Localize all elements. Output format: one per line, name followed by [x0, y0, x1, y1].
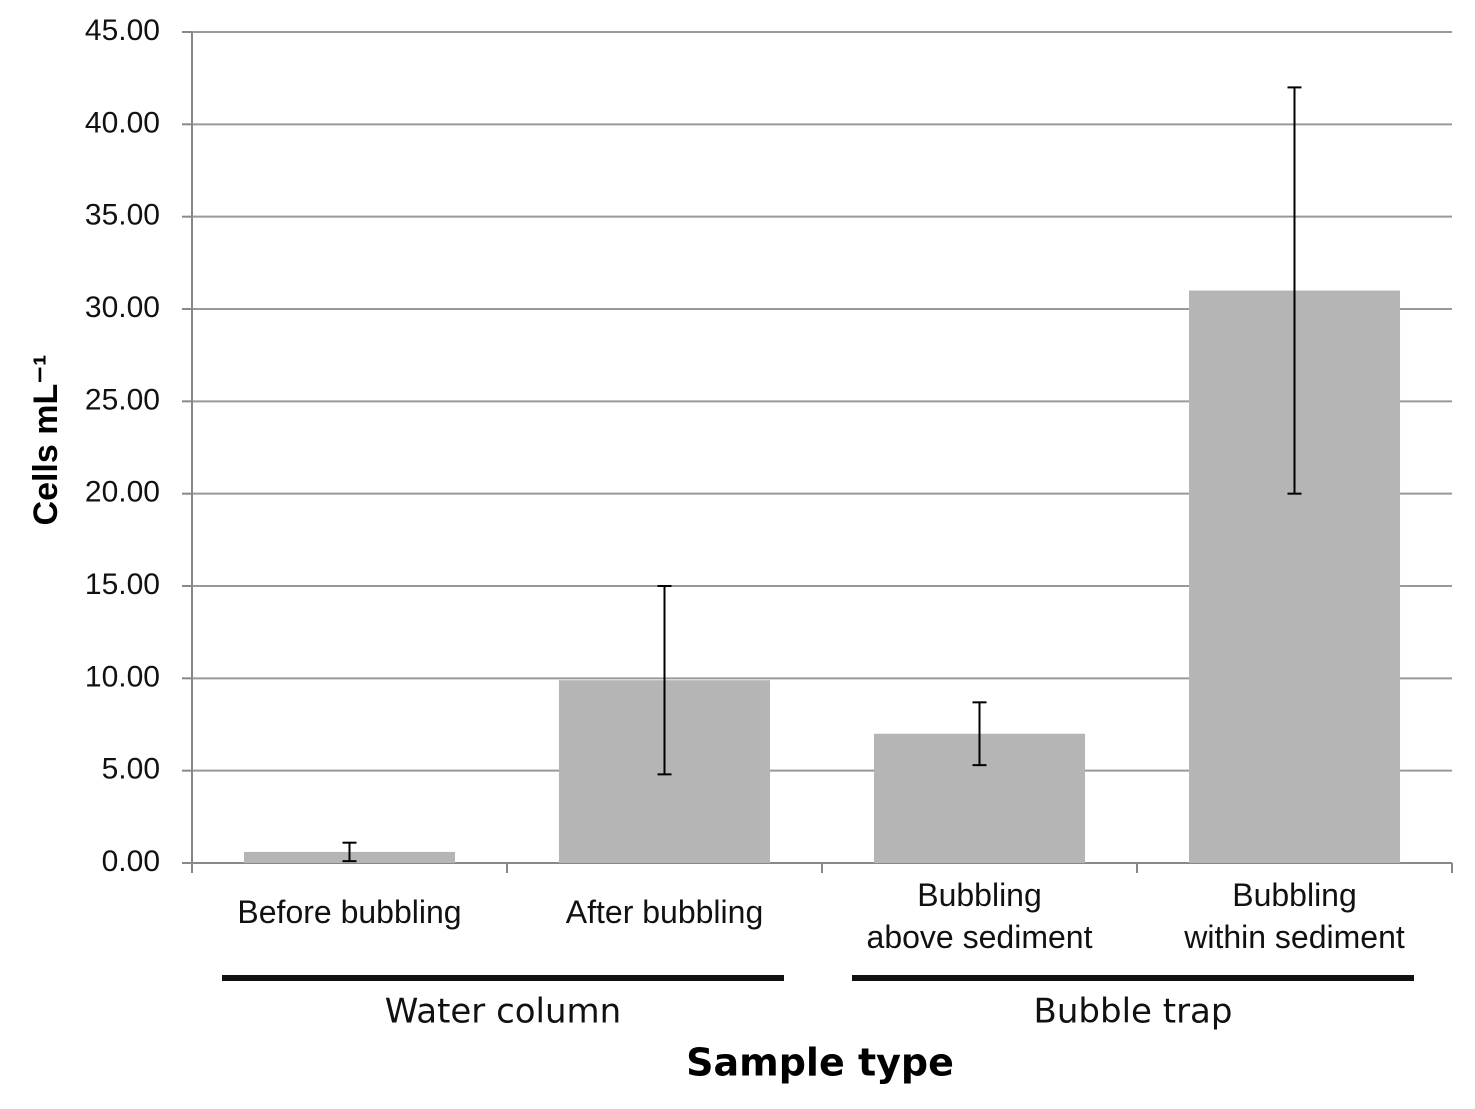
y-tick-label: 35.00 — [85, 199, 160, 232]
error-bar — [342, 841, 357, 863]
y-tick-label: 15.00 — [85, 568, 160, 601]
y-tick-label: 30.00 — [85, 291, 160, 324]
error-bar — [972, 701, 987, 767]
y-axis-title: Cells mL⁻¹ — [27, 355, 65, 526]
group-label: Water column — [385, 992, 621, 1032]
y-tick-label: 45.00 — [85, 14, 160, 47]
y-tick-label: 5.00 — [102, 753, 160, 786]
y-tick-label: 0.00 — [102, 845, 160, 878]
x-tick-label: Bubbling within sediment — [1184, 877, 1405, 955]
x-tick-label: After bubbling — [565, 894, 764, 930]
x-axis-title: Sample type — [686, 1041, 954, 1085]
y-tick-label: 40.00 — [85, 106, 160, 139]
x-tick-label: Before bubbling — [237, 894, 462, 930]
y-tick-label: 10.00 — [85, 660, 160, 693]
error-bar — [657, 585, 672, 776]
error-bar — [1287, 86, 1302, 495]
y-tick-label: 20.00 — [85, 476, 160, 509]
group-label: Bubble trap — [1034, 992, 1233, 1032]
x-tick-label: Bubbling above sediment — [866, 877, 1093, 955]
y-tick-label: 25.00 — [85, 383, 160, 416]
